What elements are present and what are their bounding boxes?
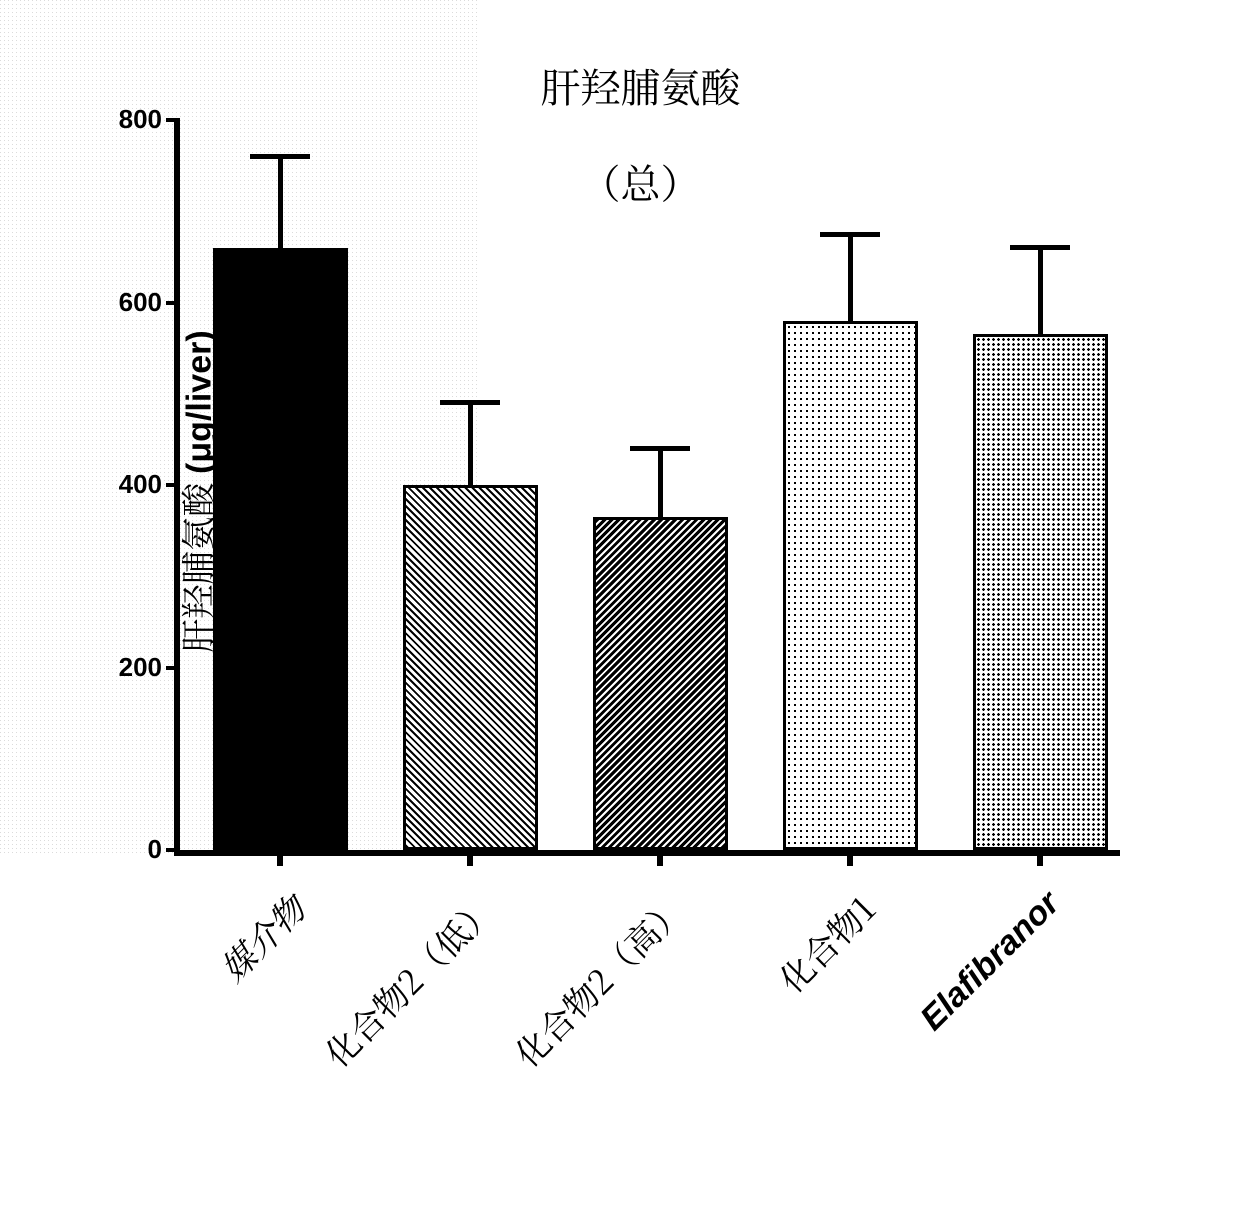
y-tick-label: 400 [119,469,162,500]
error-bar-stem [278,157,283,248]
y-tick-mark [166,301,180,305]
error-bar-cap [440,400,500,405]
plot-area: 肝羟脯氨酸 (μg/liver) 0200400600800 媒介物化合物2（低… [180,120,1120,850]
bar [593,517,728,850]
x-tick-mark [277,850,283,866]
x-tick-mark [847,850,853,866]
bar-fill [976,337,1105,847]
y-tick-mark [166,848,180,852]
bar-fill [216,251,345,847]
bar-fill [406,488,535,847]
y-tick-mark [166,483,180,487]
bar-fill [786,324,915,847]
x-tick-mark [1037,850,1043,866]
bar [783,321,918,850]
bar [403,485,538,850]
x-tick-mark [467,850,473,866]
y-tick-label: 0 [148,834,162,865]
error-bar-cap [250,154,310,159]
y-tick-label: 600 [119,287,162,318]
error-bar-cap [820,232,880,237]
bar [973,334,1108,850]
y-tick-label: 800 [119,104,162,135]
error-bar-stem [1038,248,1043,335]
error-bar-cap [1010,245,1070,250]
error-bar-stem [468,403,473,485]
bar [213,248,348,850]
x-axis [174,850,1120,856]
x-tick-mark [657,850,663,866]
y-tick-label: 200 [119,652,162,683]
error-bar-stem [658,449,663,517]
error-bar-stem [848,234,853,321]
title-line-1: 肝羟脯氨酸 [540,57,740,114]
error-bar-cap [630,446,690,451]
figure: 肝羟脯氨酸 （总） 肝羟脯氨酸 (μg/liver) 0200400600800… [0,0,1240,1212]
y-tick-mark [166,118,180,122]
y-tick-mark [166,666,180,670]
bar-fill [596,520,725,847]
